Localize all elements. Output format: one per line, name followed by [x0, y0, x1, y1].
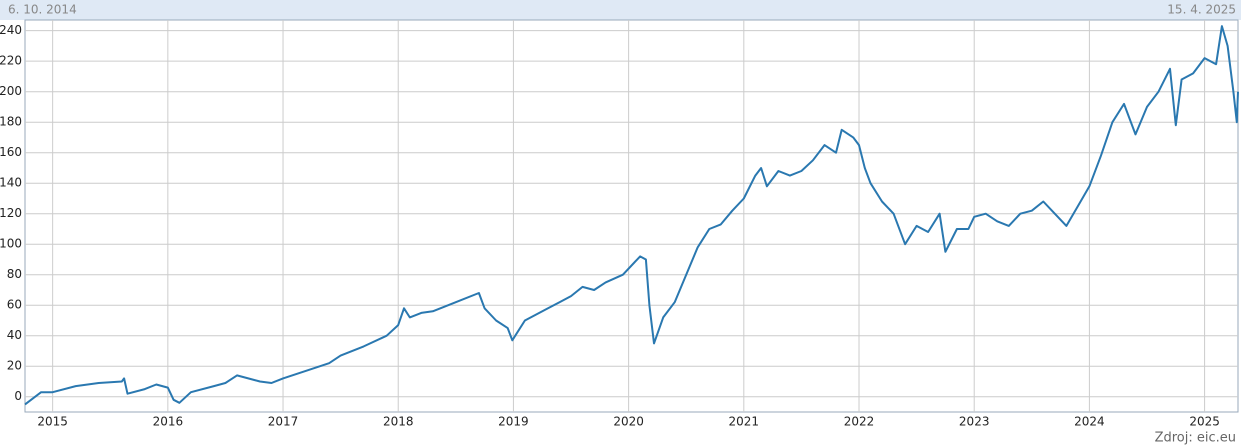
- y-tick-label: 120: [0, 206, 22, 220]
- y-tick-label: 60: [7, 298, 22, 312]
- end-date: 15. 4. 2025: [1167, 3, 1236, 17]
- y-tick-label: 240: [0, 23, 22, 37]
- x-tick-label: 2022: [844, 415, 875, 429]
- x-tick-label: 2023: [959, 415, 990, 429]
- x-tick-label: 2018: [383, 415, 414, 429]
- plot-area: [24, 19, 1239, 413]
- x-tick-label: 2016: [153, 415, 184, 429]
- y-tick-label: 40: [7, 328, 22, 342]
- y-tick-label: 160: [0, 145, 22, 159]
- x-tick-label: 2019: [498, 415, 529, 429]
- start-date: 6. 10. 2014: [8, 3, 77, 17]
- y-tick-label: 180: [0, 115, 22, 129]
- x-tick-label: 2015: [37, 415, 68, 429]
- source: Zdroj: eic.eu: [1155, 431, 1236, 446]
- x-tick-label: 2024: [1074, 415, 1105, 429]
- y-tick-label: 140: [0, 176, 22, 190]
- line: [24, 25, 1239, 406]
- x-tick-label: 2020: [613, 415, 644, 429]
- y-tick-label: 0: [14, 389, 22, 403]
- y-tick-label: 20: [7, 359, 22, 373]
- y-tick-label: 80: [7, 267, 22, 281]
- x-tick-label: 2017: [268, 415, 299, 429]
- x-tick-label: 2021: [729, 415, 760, 429]
- y-tick-label: 100: [0, 237, 22, 251]
- y-tick-label: 220: [0, 54, 22, 68]
- x-tick-label: 2025: [1189, 415, 1220, 429]
- header-bar: [0, 0, 1241, 20]
- y-tick-label: 200: [0, 84, 22, 98]
